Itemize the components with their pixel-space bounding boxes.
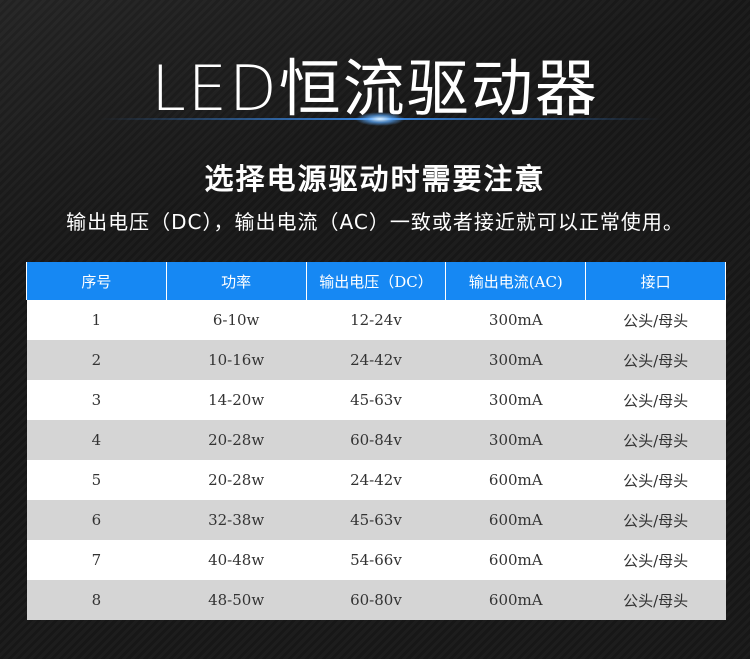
cell-index: 5	[26, 460, 167, 500]
table-header-row: 序号 功率 输出电压（DC） 输出电流(AC) 接口	[26, 262, 726, 300]
cell-current: 300mA	[445, 300, 586, 340]
cell-index: 2	[26, 340, 167, 380]
table-row: 1 6-10w 12-24v 300mA 公头/母头	[26, 300, 726, 340]
cell-connector: 公头/母头	[585, 300, 726, 340]
cell-power: 40-48w	[166, 540, 307, 580]
cell-index: 6	[26, 500, 167, 540]
title-divider-glow	[100, 112, 660, 126]
table-row: 8 48-50w 60-80v 600mA 公头/母头	[26, 580, 726, 620]
cell-current: 600mA	[445, 500, 586, 540]
cell-connector: 公头/母头	[585, 460, 726, 500]
cell-voltage: 45-63v	[306, 380, 446, 420]
cell-index: 8	[26, 580, 167, 620]
cell-power: 20-28w	[166, 420, 307, 460]
cell-connector: 公头/母头	[585, 540, 726, 580]
cell-voltage: 12-24v	[306, 300, 446, 340]
table-row: 6 32-38w 45-63v 600mA 公头/母头	[26, 500, 726, 540]
header-power: 功率	[165, 262, 307, 300]
cell-power: 6-10w	[166, 300, 307, 340]
cell-current: 300mA	[445, 420, 586, 460]
cell-voltage: 60-84v	[306, 420, 446, 460]
header-output-current: 输出电流(AC)	[445, 262, 587, 300]
cell-index: 4	[26, 420, 167, 460]
cell-index: 1	[26, 300, 167, 340]
cell-power: 48-50w	[166, 580, 307, 620]
header-output-voltage: 输出电压（DC）	[305, 262, 447, 300]
table-row: 7 40-48w 54-66v 600mA 公头/母头	[26, 540, 726, 580]
cell-connector: 公头/母头	[585, 380, 726, 420]
divider-highlight	[355, 112, 405, 126]
cell-connector: 公头/母头	[585, 420, 726, 460]
usage-note: 输出电压（DC），输出电流（AC）一致或者接近就可以正常使用。	[66, 210, 684, 234]
cell-current: 600mA	[445, 580, 586, 620]
cell-index: 3	[26, 380, 167, 420]
cell-power: 32-38w	[166, 500, 307, 540]
cell-voltage: 24-42v	[306, 340, 446, 380]
cell-connector: 公头/母头	[585, 500, 726, 540]
cell-power: 14-20w	[166, 380, 307, 420]
spec-table: 序号 功率 输出电压（DC） 输出电流(AC) 接口 1 6-10w 12-24…	[26, 262, 726, 620]
cell-power: 20-28w	[166, 460, 307, 500]
table-row: 5 20-28w 24-42v 600mA 公头/母头	[26, 460, 726, 500]
table-row: 3 14-20w 45-63v 300mA 公头/母头	[26, 380, 726, 420]
table-row: 4 20-28w 60-84v 300mA 公头/母头	[26, 420, 726, 460]
cell-connector: 公头/母头	[585, 580, 726, 620]
cell-voltage: 24-42v	[306, 460, 446, 500]
cell-index: 7	[26, 540, 167, 580]
cell-current: 600mA	[445, 460, 586, 500]
cell-current: 300mA	[445, 380, 586, 420]
header-connector: 接口	[585, 262, 726, 300]
cell-voltage: 45-63v	[306, 500, 446, 540]
cell-voltage: 54-66v	[306, 540, 446, 580]
cell-connector: 公头/母头	[585, 340, 726, 380]
cell-power: 10-16w	[166, 340, 307, 380]
table-row: 2 10-16w 24-42v 300mA 公头/母头	[26, 340, 726, 380]
cell-voltage: 60-80v	[306, 580, 446, 620]
header-index: 序号	[26, 262, 167, 300]
cell-current: 300mA	[445, 340, 586, 380]
cell-current: 600mA	[445, 540, 586, 580]
subtitle: 选择电源驱动时需要注意	[204, 162, 546, 196]
